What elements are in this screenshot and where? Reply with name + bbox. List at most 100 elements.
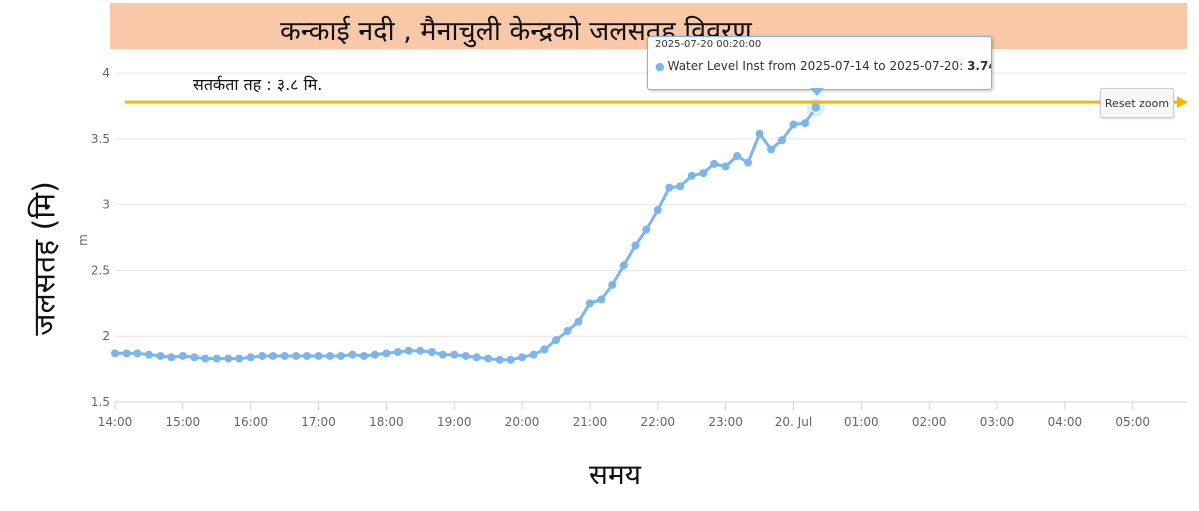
x-axis-title: समय [589,458,641,491]
tooltip: 2025-07-20 00:20:00 ● Water Level Inst fr… [647,36,992,90]
data-point[interactable] [314,351,323,360]
data-point[interactable] [472,353,481,362]
data-point[interactable] [360,351,369,360]
data-point[interactable] [540,345,549,354]
data-point[interactable] [269,351,278,360]
water-level-series [111,98,825,364]
x-tick-label: 20. Jul [775,415,812,429]
y-tick-label: 3 [102,198,110,212]
data-point[interactable] [212,354,221,363]
x-tick-label: 05:00 [1115,415,1150,429]
data-point[interactable] [348,350,357,359]
data-point[interactable] [303,351,312,360]
tooltip-series-label: Water Level Inst from 2025-07-14 to 2025… [667,59,964,73]
y-axis-title: जलसतह (मि) [27,181,63,336]
y-axis-unit: m [76,234,90,246]
data-point[interactable] [744,158,753,167]
y-tick-label: 3.5 [91,132,110,146]
series-dot-icon: ● [655,60,665,73]
data-point[interactable] [699,169,708,178]
data-point[interactable] [506,355,515,364]
x-tick-label: 15:00 [166,415,201,429]
data-point[interactable] [631,241,640,250]
tooltip-line: ● Water Level Inst from 2025-07-14 to 202… [655,59,991,73]
data-point[interactable] [370,350,379,359]
data-point[interactable] [382,349,391,358]
data-point[interactable] [619,261,628,270]
x-tick-label: 18:00 [369,415,404,429]
tooltip-value: 3.74 [967,59,991,73]
data-point[interactable] [518,353,527,362]
data-point[interactable] [201,354,210,363]
data-point[interactable] [676,182,685,191]
data-point[interactable] [721,162,730,171]
data-point[interactable] [801,119,810,128]
y-tick-label: 2 [102,329,110,343]
data-point[interactable] [461,351,470,360]
data-point[interactable] [733,152,742,161]
x-tick-label: 21:00 [573,415,608,429]
data-point[interactable] [167,353,176,362]
data-point[interactable] [224,354,233,363]
x-tick-label: 04:00 [1048,415,1083,429]
x-tick-label: 01:00 [844,415,879,429]
data-point[interactable] [450,350,459,359]
data-point[interactable] [642,225,651,234]
data-point[interactable] [246,353,255,362]
data-point[interactable] [665,183,674,192]
data-point[interactable] [789,120,798,129]
data-point[interactable] [810,101,822,113]
data-point[interactable] [574,317,583,326]
tooltip-arrow [810,88,824,96]
data-point[interactable] [777,136,786,145]
y-tick-labels: 1.5 2 2.5 3 3.5 4 [91,66,110,409]
grid-lines [115,72,1187,337]
tooltip-header: 2025-07-20 00:20:00 [655,39,762,50]
data-point[interactable] [326,351,335,360]
data-point[interactable] [529,350,538,359]
reset-zoom-button[interactable]: Reset zoom [1100,88,1174,118]
data-point[interactable] [767,145,776,154]
data-point[interactable] [122,349,131,358]
data-point[interactable] [258,351,267,360]
data-point[interactable] [653,205,662,214]
data-point[interactable] [495,355,504,364]
data-point[interactable] [687,171,696,180]
data-point[interactable] [190,353,199,362]
data-point[interactable] [156,351,165,360]
data-point[interactable] [133,349,142,358]
data-point[interactable] [336,351,345,360]
data-point[interactable] [552,336,561,345]
data-point[interactable] [178,351,187,360]
data-point[interactable] [280,351,289,360]
data-point[interactable] [585,299,594,308]
x-tick-label: 03:00 [980,415,1015,429]
data-point[interactable] [755,129,764,138]
x-tick-label: 20:00 [505,415,540,429]
data-point[interactable] [438,350,447,359]
x-tick-label: 17:00 [301,415,336,429]
data-point[interactable] [292,351,301,360]
data-point[interactable] [710,159,719,168]
data-point[interactable] [144,350,153,359]
data-point[interactable] [484,354,493,363]
x-tick-label: 16:00 [233,415,268,429]
alert-level-label: सतर्कता तह : ३.८ मि. [193,75,323,94]
x-tick-label: 02:00 [912,415,947,429]
y-tick-label: 4 [102,66,110,80]
data-point[interactable] [608,280,617,289]
x-tick-label: 23:00 [708,415,743,429]
data-point[interactable] [235,354,244,363]
data-point[interactable] [416,346,425,355]
x-axis: 14:00 15:00 16:00 17:00 18:00 19:00 20:00 21:00… [98,401,1187,429]
data-point[interactable] [404,346,413,355]
x-tick-label: 22:00 [640,415,675,429]
data-point[interactable] [393,348,402,357]
data-point[interactable] [427,348,436,357]
data-point[interactable] [597,295,606,304]
alert-line [125,96,1188,109]
data-point[interactable] [563,326,572,335]
y-tick-label: 2.5 [91,263,110,277]
data-point[interactable] [111,349,119,358]
